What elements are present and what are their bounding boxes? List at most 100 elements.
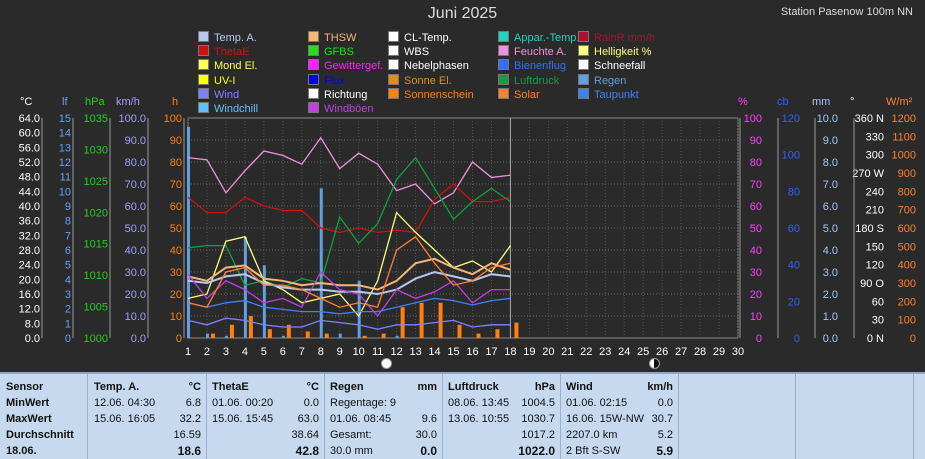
- x-tick-label: 30: [732, 346, 744, 358]
- legend-label: Windböen: [324, 103, 374, 115]
- temp-axis-label: 16.0: [19, 289, 40, 301]
- sunshine-bar: [514, 322, 519, 338]
- series-line: [187, 235, 511, 308]
- legend-swatch: [498, 73, 509, 85]
- x-tick-label: 23: [599, 346, 611, 358]
- x-tick-label: 28: [694, 346, 706, 358]
- temp-axis-label: 36.0: [19, 216, 40, 228]
- cell-value: 38.64: [291, 429, 319, 441]
- cell-value: 5.9: [656, 444, 673, 458]
- x-tick-label: 29: [713, 346, 725, 358]
- x-tick-label: 22: [580, 346, 592, 358]
- unit-deg: °: [850, 96, 855, 108]
- cell-value: 1022.0: [518, 444, 555, 458]
- legend-item: Windchill: [198, 102, 258, 115]
- pct-axis-label: 60: [750, 201, 762, 213]
- table-cell-row: 30.0 mm 0.0: [324, 443, 442, 459]
- lf-axis-label: 3: [65, 289, 71, 301]
- temp-axis-label: 56.0: [19, 142, 40, 154]
- cell-label: 12.06. 04:30: [94, 397, 156, 409]
- unit-kmh: km/h: [116, 96, 140, 108]
- wm2-axis-label: 500: [898, 241, 916, 253]
- wm2-axis-label: 100: [898, 315, 916, 327]
- lf-axis-label: 11: [60, 172, 71, 184]
- sunshine-bar: [457, 324, 462, 338]
- unit-mm: mm: [812, 96, 831, 108]
- cell-value: 30.0: [415, 429, 437, 441]
- row-label-min: MinWert: [6, 397, 50, 409]
- sunshine-bar: [286, 324, 291, 338]
- lf-axis-label: 0: [65, 333, 71, 345]
- x-tick-label: 8: [318, 346, 324, 358]
- legend-item: Windböen: [308, 102, 374, 115]
- h-axis-label: 70: [170, 179, 182, 191]
- kmh-axis-label: 70.0: [125, 179, 146, 191]
- table-cell-row: 13.06. 10:55 1030.7: [442, 411, 560, 427]
- temp-axis-label: 40.0: [19, 201, 40, 213]
- x-tick-label: 2: [204, 346, 210, 358]
- rain-bar: [205, 333, 209, 338]
- sunshine-bar: [210, 333, 215, 338]
- cell-value: 42.8: [295, 444, 319, 458]
- wm2-axis-label: 400: [898, 260, 916, 272]
- table-cell-row: 42.8: [206, 443, 324, 459]
- legend-swatch: [198, 87, 209, 99]
- x-tick-label: 4: [242, 346, 248, 358]
- cell-value: 1030.7: [521, 413, 555, 425]
- sunshine-bar: [495, 329, 500, 338]
- cell-value: 0.0: [303, 397, 319, 409]
- legend-item: Flux: [308, 73, 345, 87]
- row-label-avg: Durchschnitt: [6, 429, 74, 441]
- unit-hpa: hPa: [85, 96, 105, 108]
- sunshine-bar: [438, 302, 443, 338]
- cb-axis-label: 120: [782, 113, 800, 125]
- h-axis-label: 50: [170, 223, 182, 235]
- column-header: ThetaE °C: [206, 379, 324, 395]
- temp-axis-label: 44.0: [19, 186, 40, 198]
- x-tick-label: 14: [428, 346, 440, 358]
- lf-axis-label: 2: [65, 304, 71, 316]
- pct-axis-label: 100: [744, 113, 762, 125]
- sunshine-bar: [229, 324, 234, 338]
- kmh-axis-label: 20.0: [125, 289, 146, 301]
- deg-axis-label: 360 N: [855, 113, 884, 125]
- legend-label: Windchill: [214, 103, 259, 115]
- cell-label: 01.06. 08:45: [330, 413, 392, 425]
- mm-axis-label: 6.0: [823, 201, 838, 213]
- pct-axis-label: 20: [750, 289, 762, 301]
- legend-swatch: [498, 31, 509, 42]
- pct-axis-label: 30: [750, 267, 762, 279]
- legend-item: Bienenflug: [498, 59, 566, 72]
- legend-item: CL-Temp.: [388, 31, 452, 44]
- rain-bar: [395, 335, 399, 338]
- legend-swatch: [578, 73, 589, 85]
- legend-label: Wind: [214, 88, 240, 101]
- deg-axis-label: 330: [866, 131, 884, 143]
- legend-label: Mond El.: [214, 60, 258, 73]
- column-title: ThetaE: [212, 381, 249, 393]
- table-cell-row: 2 Bft S-SW 5.9: [560, 443, 678, 459]
- wm2-axis-label: 1000: [892, 150, 916, 162]
- cell-value: 6.8: [185, 397, 201, 409]
- legend-item: Temp. A.: [198, 31, 257, 44]
- plot-frame: [187, 117, 739, 339]
- table-cell-row: 16.06. 15W-NW 30.7: [560, 411, 678, 427]
- table-column: Wind km/h 01.06. 02:15 0.0 16.06. 15W-NW 30.7…: [560, 374, 679, 459]
- legend-swatch: [578, 87, 589, 99]
- temp-axis-label: 32.0: [19, 230, 40, 242]
- cell-label: 16.06. 15W-NW: [566, 413, 645, 425]
- legend-swatch: [198, 73, 209, 85]
- kmh-axis-label: 40.0: [125, 245, 146, 257]
- cb-axis-label: 60: [788, 223, 800, 235]
- table-cell-row: 12.06. 04:30 6.8: [88, 395, 206, 411]
- unit-pct: %: [738, 96, 748, 108]
- mm-axis-label: 2.0: [823, 289, 838, 301]
- pct-axis-label: 40: [750, 245, 762, 257]
- lf-axis-label: 7: [65, 230, 71, 242]
- table-cell-row: 15.06. 15:45 63.0: [206, 411, 324, 427]
- legend-item: Mond El.: [198, 59, 257, 72]
- legend-item: Luftdruck: [498, 73, 559, 87]
- legend-label: Bienenflug: [514, 60, 566, 73]
- unit-temp: °C: [20, 96, 33, 108]
- table-cell-row: 01.06. 00:20 0.0: [206, 395, 324, 411]
